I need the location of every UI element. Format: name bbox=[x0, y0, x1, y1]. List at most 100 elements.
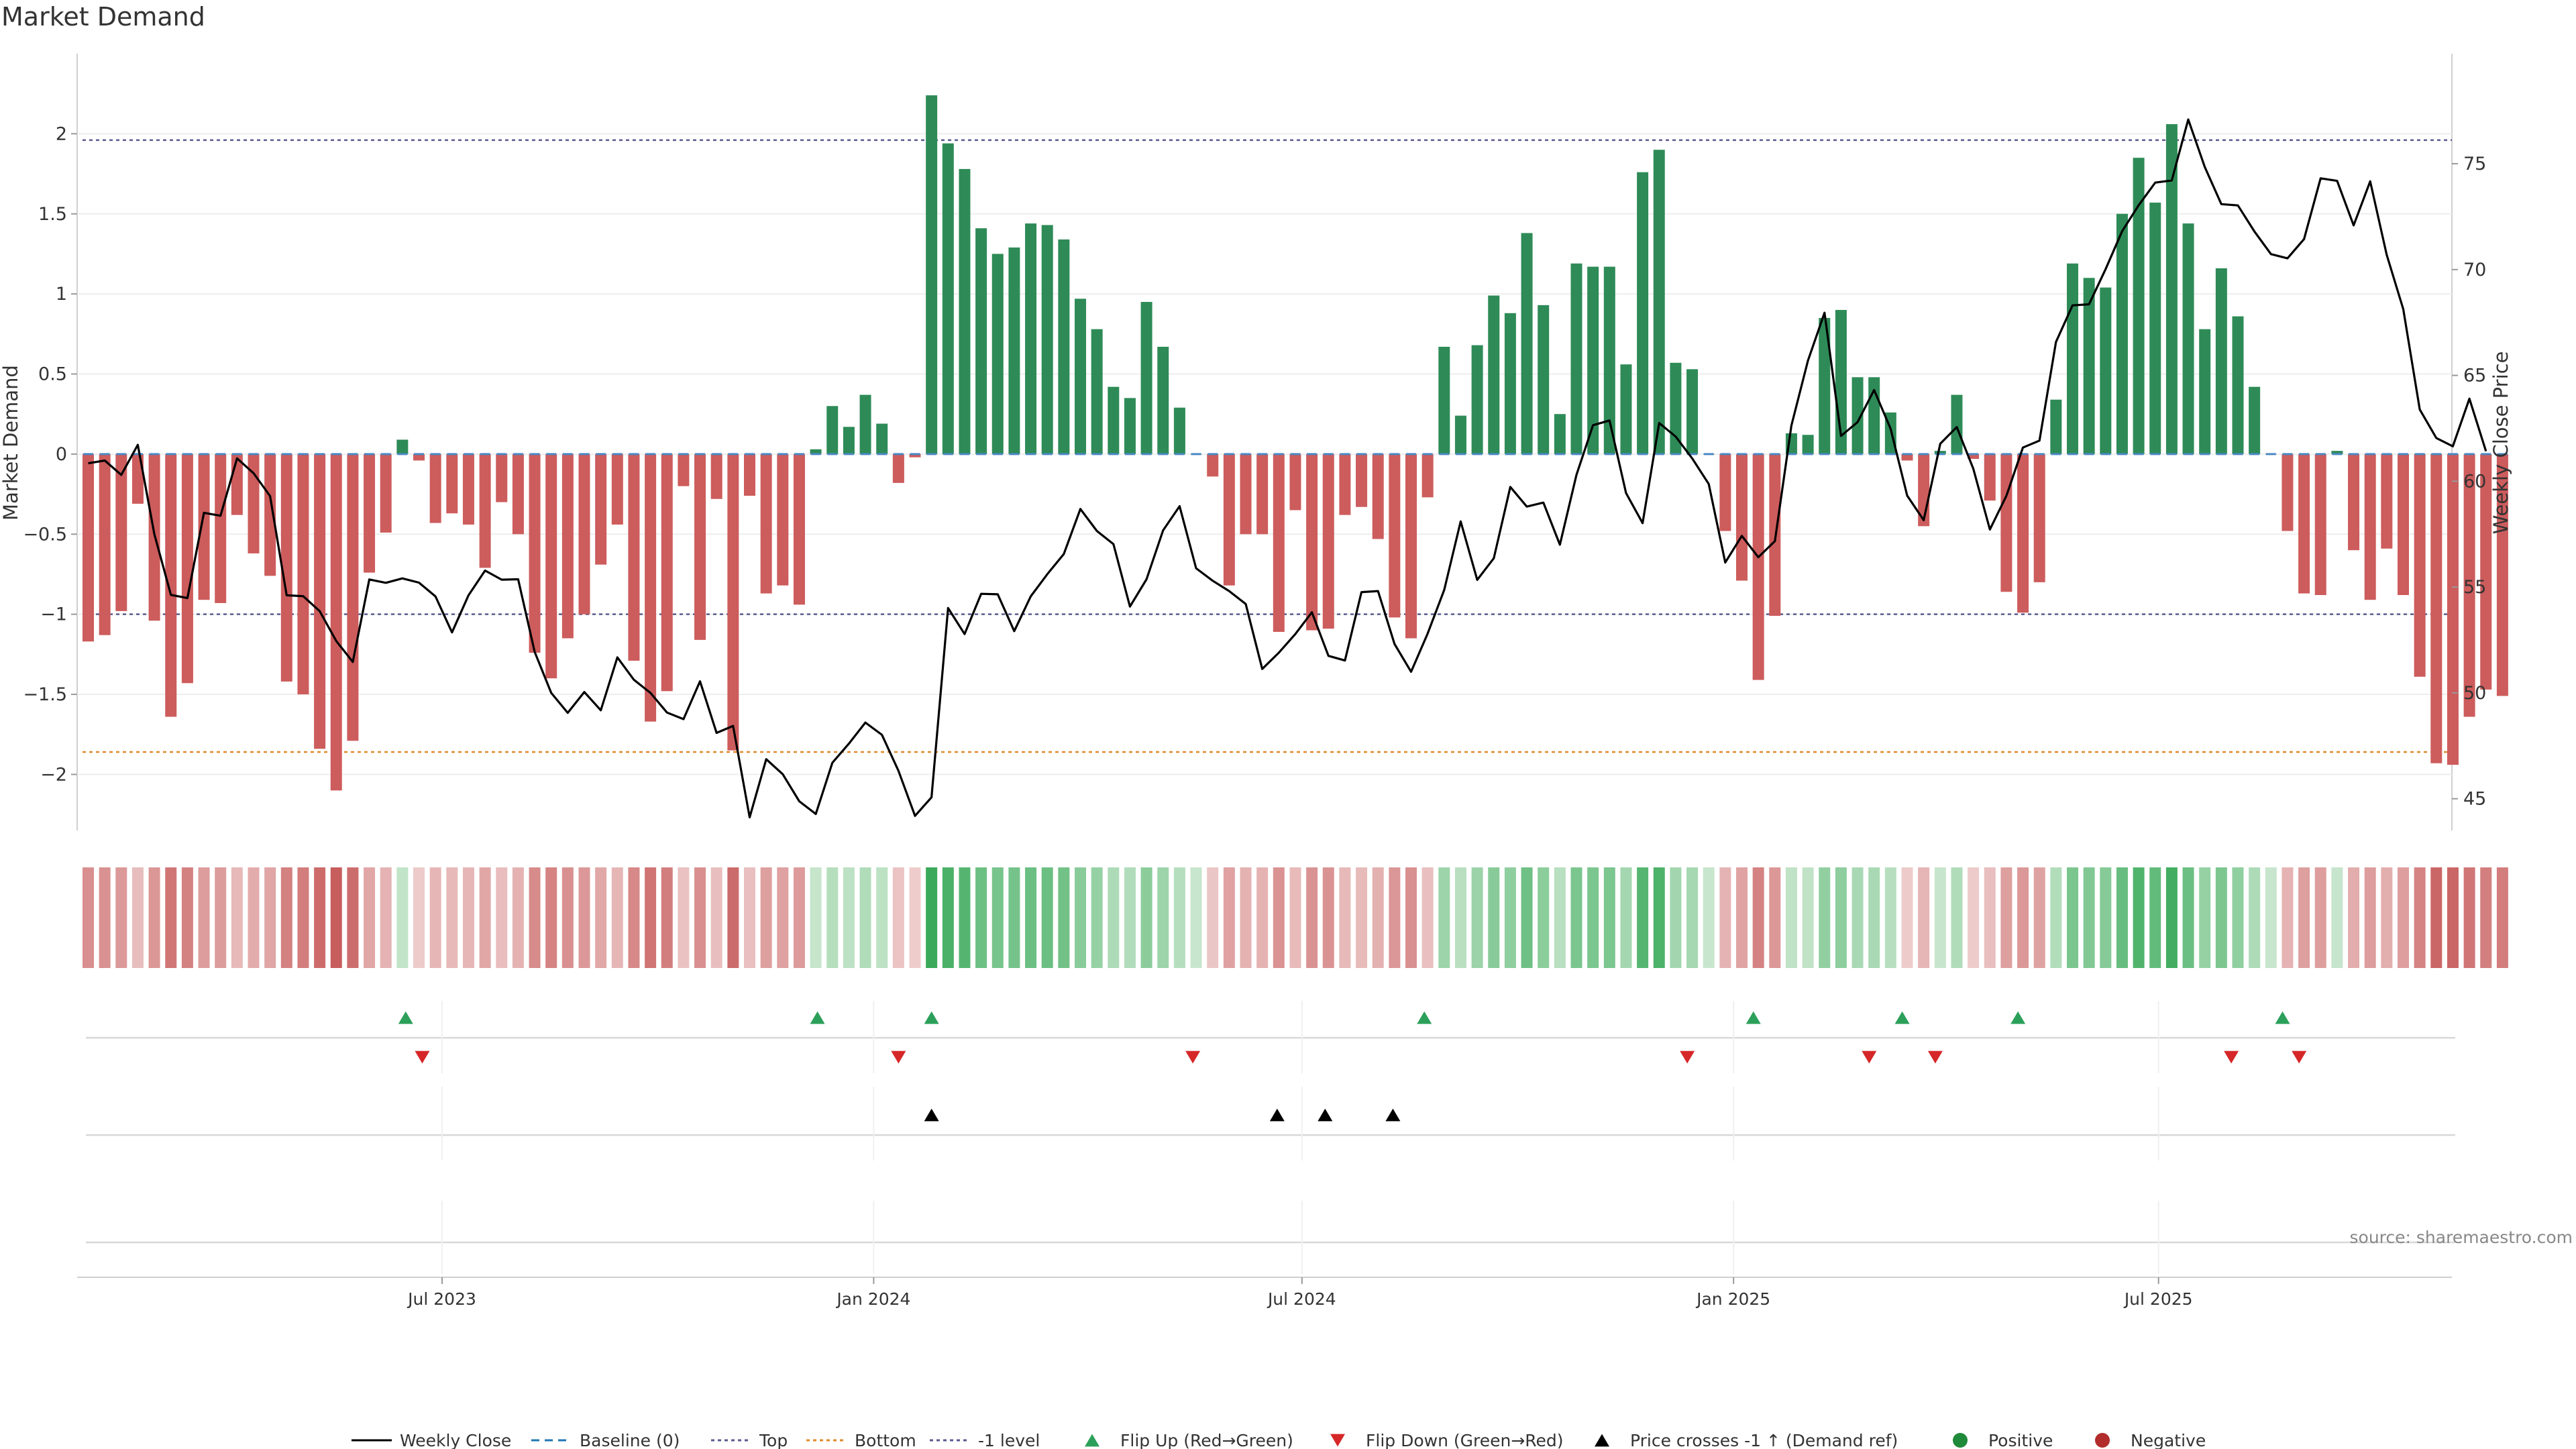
y-tick-label: 0 bbox=[56, 444, 67, 465]
legend-label: Weekly Close bbox=[400, 1431, 511, 1449]
demand-bar bbox=[2430, 453, 2443, 763]
demand-bar bbox=[2199, 329, 2211, 454]
heat-cell bbox=[446, 867, 458, 968]
y-tick-label: 0.5 bbox=[38, 364, 67, 385]
demand-bar bbox=[2165, 124, 2178, 454]
y2-tick-label: 50 bbox=[2463, 683, 2486, 704]
heat-cell bbox=[2480, 867, 2492, 968]
heat-cell bbox=[1322, 867, 1334, 968]
demand-bar bbox=[330, 453, 342, 791]
demand-bar bbox=[1025, 223, 1037, 454]
heat-cell bbox=[2050, 867, 2062, 968]
heat-cell bbox=[264, 867, 276, 968]
heat-cell bbox=[628, 867, 640, 968]
demand-bar bbox=[280, 453, 292, 682]
demand-bar bbox=[909, 453, 921, 458]
demand-bar bbox=[2447, 453, 2459, 765]
demand-bar bbox=[1521, 233, 1533, 454]
demand-bar bbox=[1901, 453, 1913, 461]
heat-cell bbox=[1008, 867, 1020, 968]
heat-cell bbox=[926, 867, 938, 968]
heat-cell bbox=[1488, 867, 1500, 968]
demand-bar bbox=[1124, 398, 1136, 454]
demand-bar bbox=[942, 143, 954, 454]
demand-bar bbox=[1719, 453, 1731, 531]
demand-bar bbox=[1587, 266, 1599, 454]
flip-down-marker bbox=[2224, 1051, 2239, 1064]
flip-down-marker bbox=[1185, 1051, 1201, 1064]
price-cross-marker bbox=[1385, 1108, 1401, 1122]
heat-cell bbox=[793, 867, 805, 968]
demand-bar bbox=[2033, 453, 2045, 582]
heat-cell bbox=[347, 867, 359, 968]
demand-bar bbox=[1289, 453, 1301, 511]
heat-cell bbox=[2496, 867, 2508, 968]
demand-bar bbox=[926, 95, 938, 454]
heat-cell bbox=[2116, 867, 2128, 968]
heat-cell bbox=[909, 867, 921, 968]
heat-cell bbox=[2314, 867, 2326, 968]
heat-cell bbox=[1207, 867, 1219, 968]
demand-bar bbox=[1041, 225, 1053, 454]
heat-cell bbox=[1521, 867, 1533, 968]
demand-bar bbox=[1819, 317, 1831, 454]
heat-cell bbox=[1091, 867, 1103, 968]
heat-cell bbox=[561, 867, 574, 968]
heat-cell bbox=[2100, 867, 2112, 968]
demand-bar bbox=[165, 453, 177, 717]
heat-cell bbox=[942, 867, 954, 968]
demand-bar bbox=[347, 453, 359, 741]
demand-bar bbox=[744, 453, 755, 496]
heat-cell bbox=[2017, 867, 2029, 968]
heat-cell bbox=[1504, 867, 1516, 968]
heat-cell bbox=[165, 867, 177, 968]
heat-cell bbox=[760, 867, 772, 968]
legend-label: Negative bbox=[2131, 1431, 2206, 1449]
price-cross-marker bbox=[1318, 1108, 1333, 1122]
heat-cell bbox=[1736, 867, 1748, 968]
demand-bar bbox=[2017, 453, 2029, 613]
demand-bar bbox=[2116, 213, 2128, 454]
demand-bar bbox=[628, 453, 640, 661]
legend-label: Baseline (0) bbox=[580, 1431, 680, 1449]
demand-bar bbox=[2463, 453, 2475, 717]
demand-bar bbox=[843, 427, 855, 454]
heat-cell bbox=[1570, 867, 1582, 968]
y-tick-labels: −2 −1.5 −1 −0.5 0 0.5 1 1.5 2 bbox=[23, 123, 77, 785]
source-note: source: sharemaestro.com bbox=[2350, 1228, 2573, 1247]
x-tick-label: Jan 2024 bbox=[835, 1289, 910, 1309]
demand-bar bbox=[1405, 453, 1417, 639]
heat-cell bbox=[364, 867, 376, 968]
demand-bar bbox=[2149, 203, 2161, 454]
heat-cell bbox=[429, 867, 441, 968]
demand-bar bbox=[1256, 453, 1269, 535]
demand-bar bbox=[1058, 239, 1070, 454]
heat-cell bbox=[1934, 867, 1946, 968]
heat-cell bbox=[1703, 867, 1715, 968]
heat-cell bbox=[545, 867, 557, 968]
demand-bar bbox=[131, 453, 144, 504]
heat-cell bbox=[181, 867, 193, 968]
demand-bar bbox=[429, 453, 441, 523]
demand-bar bbox=[645, 453, 657, 722]
heat-cell bbox=[1752, 867, 1764, 968]
y-tick-label: −0.5 bbox=[23, 524, 67, 545]
demand-bar bbox=[727, 453, 739, 751]
heat-cell bbox=[1719, 867, 1731, 968]
demand-bar bbox=[2364, 453, 2376, 600]
demand-bar bbox=[2496, 453, 2508, 696]
legend-swatch-triangle-up bbox=[1085, 1434, 1099, 1447]
demand-bar bbox=[2083, 278, 2095, 454]
demand-bar bbox=[396, 439, 409, 454]
demand-bar bbox=[2414, 453, 2426, 677]
y-tick-label: −1.5 bbox=[23, 684, 67, 705]
y-tick-label: 1.5 bbox=[38, 204, 67, 225]
demand-bar bbox=[1356, 453, 1368, 507]
heat-cell bbox=[710, 867, 722, 968]
weekly-close-line bbox=[88, 118, 2487, 819]
heat-cell bbox=[1653, 867, 1665, 968]
y2-tick-label: 65 bbox=[2463, 366, 2486, 386]
demand-bar bbox=[2182, 223, 2194, 454]
legend-label: -1 level bbox=[978, 1431, 1040, 1449]
heat-cell bbox=[1868, 867, 1880, 968]
